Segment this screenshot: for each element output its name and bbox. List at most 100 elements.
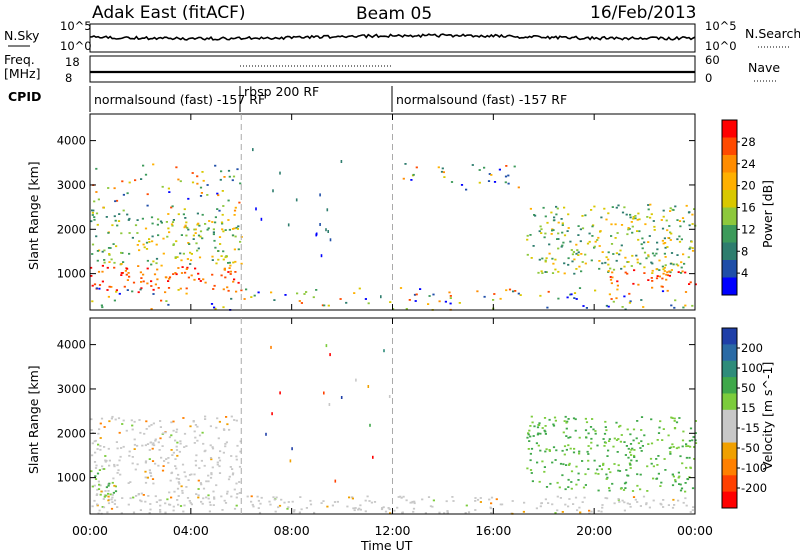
echo-cell <box>507 182 510 185</box>
echo-cell <box>548 449 551 451</box>
echo-cell <box>532 245 535 247</box>
echo-cell <box>227 262 230 264</box>
echo-cell <box>136 219 139 221</box>
echo-cell <box>129 497 132 500</box>
echo-cell <box>196 223 199 226</box>
echo-cell <box>685 443 688 446</box>
echo-cell <box>590 209 593 211</box>
echo-cell <box>172 420 175 423</box>
echo-cell <box>166 235 169 238</box>
colorbar-tick-label: 200 <box>741 341 763 355</box>
echo-cell <box>96 504 99 507</box>
echo-cell <box>672 209 675 211</box>
echo-cell <box>614 223 617 226</box>
echo-cell <box>671 473 674 476</box>
echo-cell <box>140 492 143 495</box>
echo-cell <box>217 437 220 440</box>
echo-cell <box>672 475 675 478</box>
echo-cell <box>643 272 646 274</box>
echo-cell <box>144 444 147 447</box>
echo-cell <box>546 221 549 224</box>
echo-cell <box>557 232 560 235</box>
echo-cell <box>600 510 603 513</box>
echo-cell <box>196 175 199 178</box>
echo-cell <box>218 236 222 238</box>
echo-cell <box>90 220 93 223</box>
colorbar-tick-label: 28 <box>741 135 756 149</box>
echo-cell <box>184 271 187 274</box>
echo-cell <box>608 487 611 489</box>
echo-cell <box>96 493 99 496</box>
echo-cell <box>673 427 677 429</box>
echo-cell <box>538 230 541 233</box>
echo-cell <box>212 228 215 231</box>
echo-cell <box>113 484 116 487</box>
echo-cell <box>204 449 207 452</box>
echo-cell <box>167 461 170 464</box>
y-tick-label: 3000 <box>57 382 86 396</box>
echo-cell <box>528 429 531 432</box>
echo-cell <box>543 470 546 473</box>
echo-cell <box>645 257 648 260</box>
colorbar-tick-label: 15 <box>741 401 756 415</box>
echo-cell <box>174 257 177 259</box>
echo-cell <box>543 417 547 419</box>
echo-cell <box>565 464 568 466</box>
echo-cell <box>543 429 546 432</box>
echo-cell <box>615 252 618 255</box>
echo-cell <box>359 508 362 511</box>
echo-cell <box>617 438 620 440</box>
echo-cell <box>175 445 178 448</box>
echo-cell <box>284 294 287 296</box>
power-panel <box>89 113 696 311</box>
echo-cell <box>493 181 497 183</box>
echo-cell <box>152 163 155 166</box>
colorbar-swatch <box>722 328 737 345</box>
echo-cell <box>546 306 549 309</box>
echo-cell <box>575 298 578 300</box>
echo-cell <box>231 473 234 476</box>
echo-cell <box>569 293 572 296</box>
echo-cell <box>107 492 110 495</box>
echo-cell <box>678 235 681 238</box>
echo-cell <box>663 266 666 269</box>
echo-cell <box>575 243 578 246</box>
echo-cell <box>396 506 399 509</box>
echo-cell <box>534 214 537 217</box>
echo-cell <box>531 421 534 424</box>
echo-cell <box>113 299 116 302</box>
echo-cell <box>432 499 435 502</box>
echo-cell <box>164 502 167 505</box>
echo-cell <box>563 234 567 237</box>
echo-cell <box>212 288 215 290</box>
echo-cell <box>223 499 226 502</box>
echo-cell <box>413 293 417 296</box>
echo-cell <box>98 469 101 471</box>
echo-cell <box>588 509 591 512</box>
echo-cell <box>689 467 692 469</box>
echo-cell <box>645 503 648 506</box>
echo-cell <box>151 460 155 462</box>
echo-cell <box>190 274 193 277</box>
echo-cell <box>557 297 560 300</box>
echo-cell <box>639 488 642 491</box>
echo-cell <box>651 280 654 282</box>
echo-cell <box>293 509 296 511</box>
colorbar-swatch <box>722 377 737 394</box>
echo-cell <box>640 450 643 452</box>
echo-cell <box>170 496 173 499</box>
echo-cell <box>644 223 647 226</box>
echo-cell <box>222 451 225 454</box>
echo-cell <box>671 506 675 509</box>
echo-cell <box>669 231 672 234</box>
echo-cell <box>642 306 645 308</box>
echo-cell <box>195 242 198 245</box>
echo-cell <box>358 287 361 290</box>
echo-cell <box>98 287 101 290</box>
echo-cell <box>552 446 556 449</box>
echo-cell <box>627 456 630 459</box>
echo-cell <box>640 243 643 246</box>
echo-cell <box>639 473 642 476</box>
echo-cell <box>505 289 508 292</box>
echo-cell <box>195 493 198 495</box>
